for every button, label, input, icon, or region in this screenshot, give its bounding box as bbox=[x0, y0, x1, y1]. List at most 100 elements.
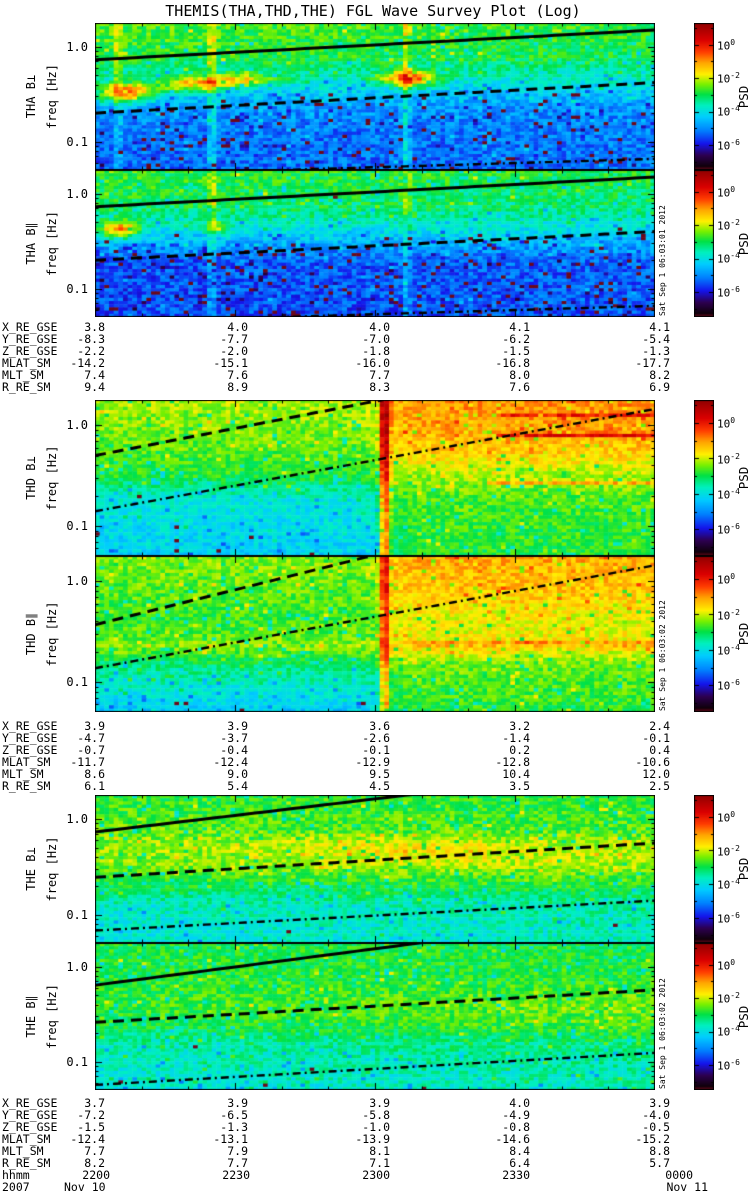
colorbar-tick-label: 10-4 bbox=[717, 487, 750, 502]
colorbar-tick-base: 10 bbox=[717, 992, 731, 1006]
ephemeris-value: 4.1 bbox=[649, 320, 670, 334]
ephemeris-value: -13.9 bbox=[355, 1132, 390, 1146]
ephemeris-value: -6.2 bbox=[502, 332, 530, 346]
colorbar bbox=[694, 23, 714, 170]
colorbar-tick-base: 10 bbox=[717, 644, 731, 658]
colorbar-tick-exponent: -6 bbox=[730, 138, 740, 147]
colorbar-tick-exponent: 0 bbox=[730, 416, 736, 426]
ephemeris-label: MLAT_SM bbox=[2, 755, 51, 769]
ytick-label: 1.0 bbox=[66, 418, 88, 433]
ephemeris-label: MLT_SM bbox=[2, 1144, 44, 1158]
colorbar-tick-base: 10 bbox=[717, 959, 731, 973]
ephemeris-value: -11.7 bbox=[70, 755, 105, 769]
ephemeris-value: 2.5 bbox=[649, 779, 670, 793]
ephemeris-value: -1.5 bbox=[502, 344, 530, 358]
colorbar-tick-label: 100 bbox=[717, 38, 750, 53]
ephemeris-value: -12.4 bbox=[70, 1132, 105, 1146]
colorbar-tick-base: 10 bbox=[717, 186, 731, 200]
ephemeris-value: -4.7 bbox=[77, 731, 105, 745]
ephemeris-value: 9.5 bbox=[369, 767, 390, 781]
colorbar-tick-base: 10 bbox=[717, 106, 731, 120]
colorbar bbox=[694, 795, 714, 943]
ephemeris-value: -0.7 bbox=[77, 743, 105, 757]
ephemeris-value: -3.7 bbox=[220, 731, 248, 745]
ephemeris-value: 5.7 bbox=[649, 1156, 670, 1170]
ephemeris-value: -7.7 bbox=[220, 332, 248, 346]
colorbar-tick-exponent: -4 bbox=[730, 251, 740, 261]
ephemeris-value: 3.9 bbox=[84, 719, 105, 733]
ephemeris-value: 0.2 bbox=[509, 743, 530, 757]
spectrogram-tha-bpar bbox=[95, 170, 655, 317]
ephemeris-value: -4.9 bbox=[502, 1108, 530, 1122]
plot-timestamp: Sat Sep 1 06:03:01 2012 bbox=[658, 205, 667, 316]
ephemeris-label: MLT_SM bbox=[2, 767, 44, 781]
ytick-label: 0.1 bbox=[66, 519, 88, 534]
ephemeris-value: -12.9 bbox=[355, 755, 390, 769]
ephemeris-value: 3.6 bbox=[369, 719, 390, 733]
time-tick-label: 0000 bbox=[665, 1168, 693, 1182]
ephemeris-value: 3.2 bbox=[509, 719, 530, 733]
colorbar-tick-label: 10-6 bbox=[717, 911, 750, 926]
colorbar-tick-label: 10-6 bbox=[717, 138, 750, 153]
ephemeris-label: Z_RE_GSE bbox=[2, 1120, 58, 1134]
ephemeris-value: 3.9 bbox=[227, 1096, 248, 1110]
ephemeris-value: -15.1 bbox=[213, 356, 248, 370]
ephemeris-label: Z_RE_GSE bbox=[2, 743, 58, 757]
ephemeris-value: -12.8 bbox=[495, 755, 530, 769]
year-label: 2007 bbox=[2, 1180, 30, 1194]
ephemeris-label: MLAT_SM bbox=[2, 1132, 51, 1146]
colorbar-tick-exponent: -6 bbox=[730, 285, 740, 294]
colorbar-tick-exponent: 0 bbox=[730, 809, 736, 819]
colorbar-tick-exponent: -4 bbox=[730, 642, 740, 652]
time-tick-label: 2300 bbox=[362, 1168, 390, 1182]
ephemeris-value: -14.2 bbox=[70, 356, 105, 370]
colorbar-tick-exponent: -6 bbox=[730, 522, 740, 532]
panel-label: THA B∥ bbox=[24, 222, 38, 265]
colorbar-tick-exponent: -2 bbox=[730, 71, 740, 81]
colorbar-tick-exponent: 0 bbox=[730, 957, 736, 967]
colorbar-tick-label: 10-4 bbox=[717, 104, 750, 119]
ephemeris-value: 9.0 bbox=[227, 767, 248, 781]
ephemeris-value: 4.0 bbox=[227, 320, 248, 334]
spectrogram-the-bperp bbox=[95, 795, 655, 943]
colorbar-tick-label: 10-2 bbox=[717, 218, 750, 233]
colorbar-tick-base: 10 bbox=[717, 253, 731, 267]
ytick-label: 1.0 bbox=[66, 186, 88, 201]
colorbar bbox=[694, 170, 714, 317]
colorbar-tick-base: 10 bbox=[717, 453, 731, 467]
ephemeris-value: 7.4 bbox=[84, 368, 105, 382]
ephemeris-label: X_RE_GSE bbox=[2, 719, 58, 733]
ephemeris-value: -16.8 bbox=[495, 356, 530, 370]
ephemeris-value: -13.1 bbox=[213, 1132, 248, 1146]
date-start-label: Nov 10 bbox=[64, 1180, 106, 1194]
colorbar-tick-base: 10 bbox=[717, 286, 731, 300]
colorbar-tick-base: 10 bbox=[717, 1059, 731, 1073]
colorbar-tick-label: 100 bbox=[717, 810, 750, 825]
spectrogram-the-bpar bbox=[95, 943, 655, 1090]
ephemeris-label: MLAT_SM bbox=[2, 356, 51, 370]
time-tick-label: 2230 bbox=[222, 1168, 250, 1182]
colorbar-tick-label: 10-4 bbox=[717, 877, 750, 892]
spectrogram-tha-bperp bbox=[95, 23, 655, 170]
ephemeris-value: 7.7 bbox=[227, 1156, 248, 1170]
colorbar-tick-label: 10-2 bbox=[717, 71, 750, 86]
colorbar-tick-base: 10 bbox=[717, 1026, 731, 1040]
ephemeris-value: 5.4 bbox=[227, 779, 248, 793]
ephemeris-value: -1.5 bbox=[77, 1120, 105, 1134]
colorbar-tick-base: 10 bbox=[717, 845, 731, 859]
colorbar-tick-base: 10 bbox=[717, 219, 731, 233]
colorbar-tick-base: 10 bbox=[717, 680, 731, 694]
ephemeris-value: 3.9 bbox=[227, 719, 248, 733]
ytick-label: 0.1 bbox=[66, 1054, 88, 1069]
ephemeris-value: 3.8 bbox=[84, 320, 105, 334]
time-tick-label: 2330 bbox=[502, 1168, 530, 1182]
colorbar-axis-label: PSD [nT²/Hz] bbox=[736, 622, 750, 646]
colorbar-tick-base: 10 bbox=[717, 573, 731, 587]
colorbar-tick-base: 10 bbox=[717, 609, 731, 623]
colorbar-tick-exponent: -4 bbox=[730, 877, 740, 887]
time-tick-label: 2200 bbox=[82, 1168, 110, 1182]
colorbar-tick-label: 10-2 bbox=[717, 608, 750, 623]
spectrogram-thd-bperp bbox=[95, 400, 655, 556]
ephemeris-value: 7.7 bbox=[84, 1144, 105, 1158]
